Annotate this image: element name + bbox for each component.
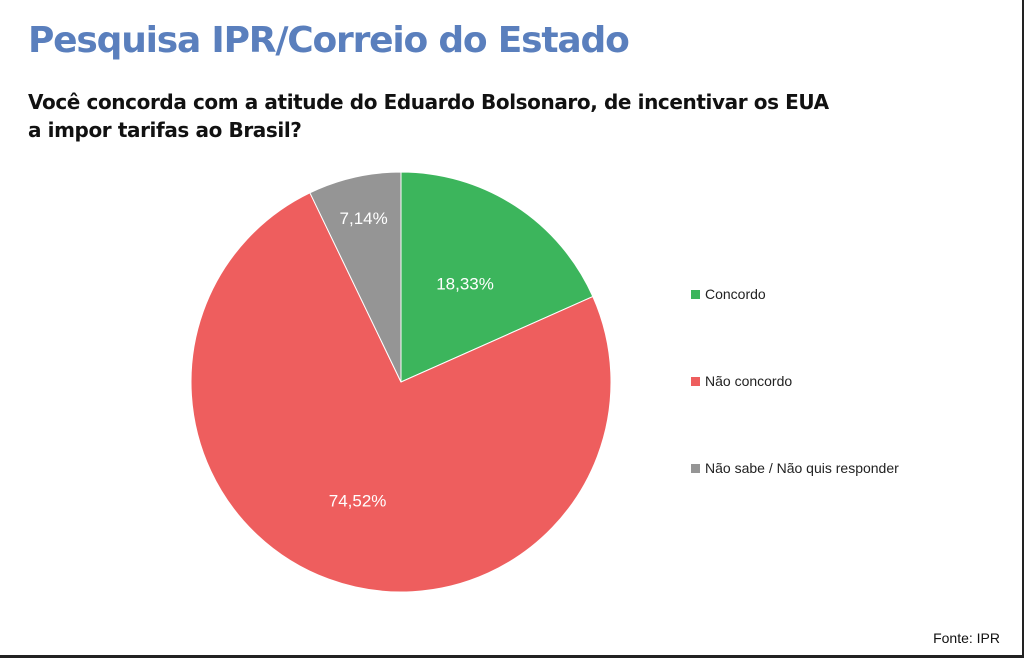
pie-slice-concordo xyxy=(400,171,594,383)
legend-label-nao-sabe: Não sabe / Não quis responder xyxy=(705,460,899,476)
pie-label-nao-sabe: 7,14% xyxy=(340,209,388,228)
legend-swatch-nao-sabe xyxy=(691,463,700,473)
page-title: Pesquisa IPR/Correio do Estado xyxy=(28,20,630,61)
survey-question-line-1: Você concorda com a atitude do Eduardo B… xyxy=(28,90,829,114)
legend-swatch-concordo xyxy=(691,289,700,299)
legend-label-concordo: Concordo xyxy=(705,286,766,302)
pie-label-concordo: 18,33% xyxy=(436,274,494,293)
legend-swatch-nao-concordo xyxy=(691,376,700,386)
survey-question-line-2: a impor tarifas ao Brasil? xyxy=(28,118,302,142)
pie-slice-nao-concordo xyxy=(190,192,612,593)
pie-label-nao-concordo: 74,52% xyxy=(329,491,387,510)
legend-label-nao-concordo: Não concordo xyxy=(705,373,793,389)
survey-question: Você concorda com a atitude do Eduardo B… xyxy=(28,88,848,144)
pie-slice-nao-sabe xyxy=(309,171,402,383)
legend-item-nao-sabe: Não sabe / Não quis responder xyxy=(691,460,899,476)
legend-item-nao-concordo: Não concordo xyxy=(691,373,792,389)
legend-item-concordo: Concordo xyxy=(691,286,766,302)
source-note: Fonte: IPR xyxy=(933,630,1000,646)
